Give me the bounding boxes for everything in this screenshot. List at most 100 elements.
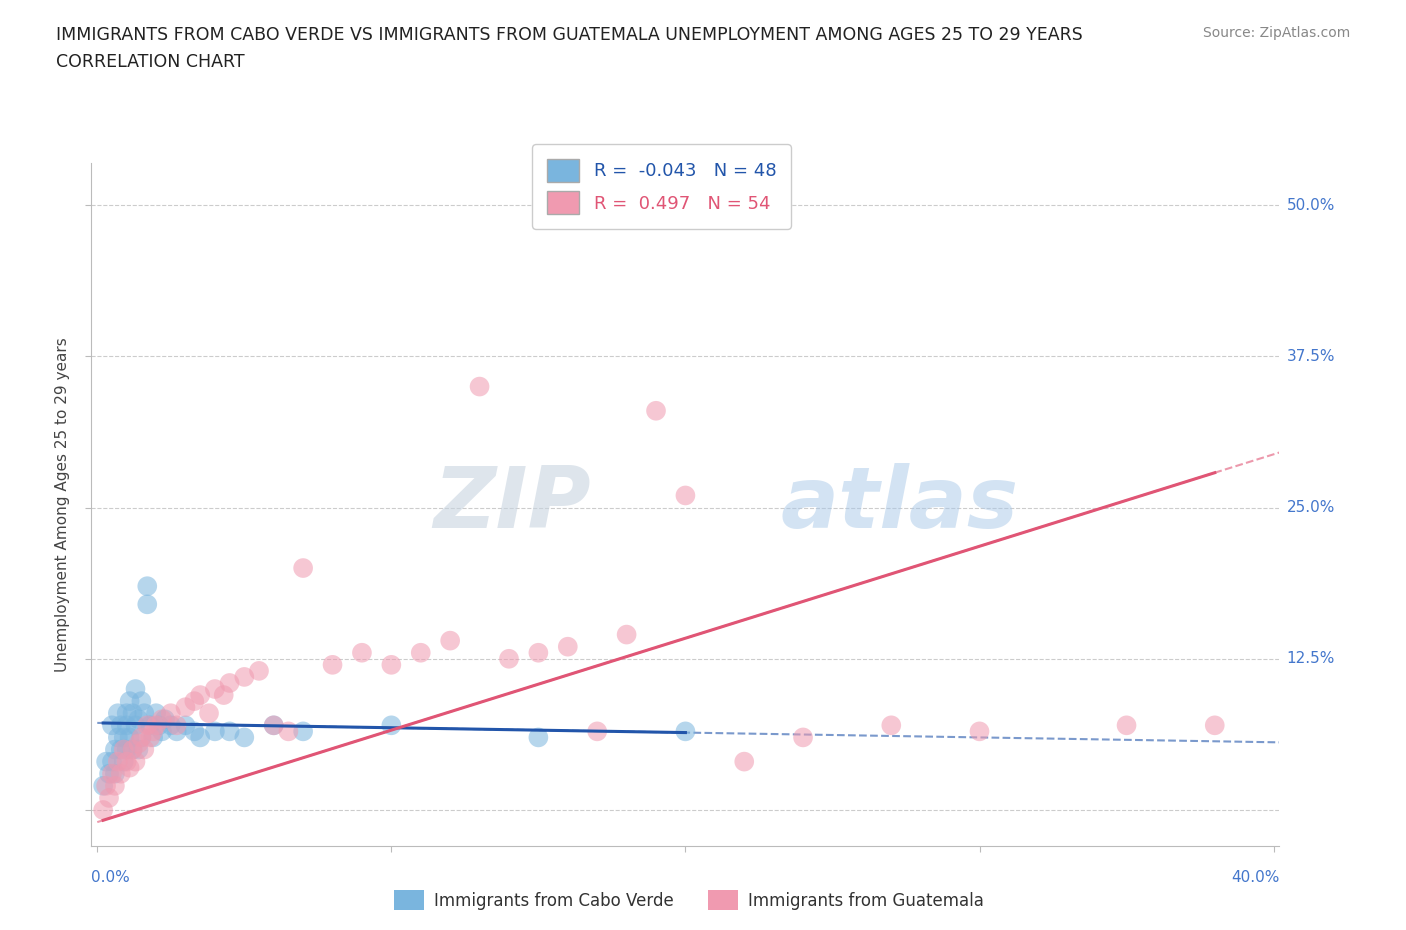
Point: [134, 742, 156, 757]
Point: [107, 730, 129, 745]
Point: [183, 694, 205, 709]
Point: [91, 778, 114, 793]
Point: [112, 742, 135, 757]
Point: [124, 754, 146, 769]
Point: [127, 711, 149, 726]
Point: [104, 766, 127, 781]
Point: [174, 718, 197, 733]
Text: CORRELATION CHART: CORRELATION CHART: [56, 53, 245, 71]
Point: [104, 778, 127, 793]
Point: [131, 694, 153, 709]
Point: [121, 742, 143, 757]
Point: [150, 711, 173, 726]
Point: [233, 670, 256, 684]
Text: IMMIGRANTS FROM CABO VERDE VS IMMIGRANTS FROM GUATEMALA UNEMPLOYMENT AMONG AGES : IMMIGRANTS FROM CABO VERDE VS IMMIGRANTS…: [56, 26, 1083, 44]
Point: [131, 730, 153, 745]
Point: [121, 742, 143, 757]
Point: [183, 724, 205, 738]
Text: 37.5%: 37.5%: [1286, 349, 1334, 364]
Text: 40.0%: 40.0%: [1232, 870, 1279, 884]
Legend: R =  -0.043   N = 48, R =  0.497   N = 54: R = -0.043 N = 48, R = 0.497 N = 54: [533, 144, 792, 229]
Point: [107, 706, 129, 721]
Point: [212, 687, 235, 702]
Point: [218, 724, 240, 738]
Point: [104, 742, 127, 757]
Point: [527, 645, 550, 660]
Point: [145, 718, 167, 733]
Point: [142, 724, 165, 738]
Point: [121, 706, 143, 721]
Point: [673, 488, 696, 503]
Point: [174, 699, 197, 714]
Point: [98, 790, 121, 805]
Point: [124, 718, 146, 733]
Point: [166, 724, 188, 738]
Point: [292, 561, 315, 576]
Text: ZIP: ZIP: [433, 463, 591, 546]
Point: [136, 718, 159, 733]
Point: [703, 198, 725, 213]
Legend: Immigrants from Cabo Verde, Immigrants from Guatemala: Immigrants from Cabo Verde, Immigrants f…: [388, 884, 990, 917]
Point: [233, 730, 256, 745]
Point: [616, 627, 638, 642]
Point: [115, 718, 138, 733]
Y-axis label: Unemployment Among Ages 25 to 29 years: Unemployment Among Ages 25 to 29 years: [55, 338, 70, 671]
Point: [127, 736, 149, 751]
Point: [409, 645, 432, 660]
Point: [115, 706, 138, 721]
Point: [107, 754, 129, 769]
Point: [218, 675, 240, 690]
Point: [586, 724, 609, 738]
Point: [247, 663, 270, 678]
Point: [159, 706, 181, 721]
Point: [292, 724, 315, 738]
Point: [198, 706, 221, 721]
Point: [153, 711, 176, 726]
Point: [101, 754, 124, 769]
Point: [118, 760, 141, 775]
Point: [188, 730, 211, 745]
Point: [115, 742, 138, 757]
Point: [733, 754, 755, 769]
Point: [148, 718, 170, 733]
Point: [115, 754, 138, 769]
Point: [139, 718, 162, 733]
Point: [127, 742, 149, 757]
Point: [527, 730, 550, 745]
Point: [131, 730, 153, 745]
Point: [322, 658, 344, 672]
Point: [673, 724, 696, 738]
Point: [139, 730, 162, 745]
Point: [204, 682, 226, 697]
Text: 25.0%: 25.0%: [1286, 500, 1334, 515]
Point: [557, 639, 579, 654]
Point: [134, 706, 156, 721]
Point: [350, 645, 373, 660]
Point: [110, 766, 132, 781]
Point: [118, 694, 141, 709]
Point: [188, 687, 211, 702]
Point: [792, 730, 814, 745]
Text: Source: ZipAtlas.com: Source: ZipAtlas.com: [1202, 26, 1350, 40]
Point: [166, 718, 188, 733]
Point: [110, 718, 132, 733]
Point: [94, 754, 117, 769]
Point: [204, 724, 226, 738]
Point: [124, 682, 146, 697]
Point: [145, 706, 167, 721]
Text: 50.0%: 50.0%: [1286, 197, 1334, 213]
Point: [91, 803, 114, 817]
Point: [110, 742, 132, 757]
Text: 12.5%: 12.5%: [1286, 651, 1334, 666]
Point: [468, 379, 491, 394]
Text: 0.0%: 0.0%: [91, 870, 131, 884]
Point: [101, 766, 124, 781]
Point: [1115, 718, 1137, 733]
Point: [1204, 718, 1226, 733]
Point: [380, 718, 402, 733]
Point: [118, 730, 141, 745]
Point: [112, 730, 135, 745]
Point: [101, 718, 124, 733]
Text: atlas: atlas: [780, 463, 1018, 546]
Point: [263, 718, 285, 733]
